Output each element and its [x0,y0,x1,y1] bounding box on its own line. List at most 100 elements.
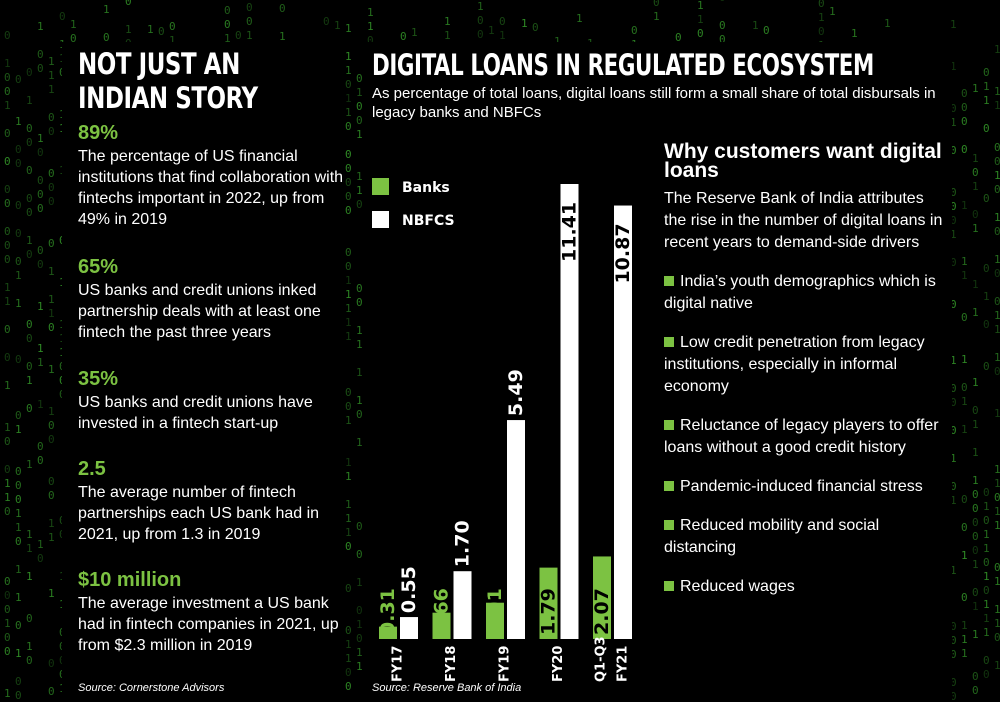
legend-swatch-nbfcs [372,211,389,228]
svg-text:1: 1 [224,32,231,45]
svg-text:1: 1 [356,170,363,183]
legend-label: NBFCS [402,213,455,229]
bullet-square-icon [664,276,674,286]
svg-text:0: 0 [631,24,638,37]
svg-text:0: 0 [26,66,33,79]
svg-text:0: 0 [4,183,11,196]
bar-nbfcs [400,617,418,639]
stat-text: The average number of fintech partnershi… [78,484,320,543]
svg-text:1: 1 [246,29,253,42]
svg-text:1: 1 [994,169,1000,182]
svg-text:1: 1 [345,302,352,315]
data-label: 5.49 [505,369,527,416]
svg-text:0: 0 [983,584,990,597]
svg-text:1: 1 [345,512,352,525]
svg-text:0: 0 [983,192,990,205]
svg-text:0: 0 [719,0,726,4]
svg-text:0: 0 [345,260,352,273]
svg-text:1: 1 [279,30,286,43]
svg-text:0: 0 [345,148,352,161]
svg-text:1: 1 [4,421,11,434]
svg-text:0: 0 [983,318,990,331]
svg-text:1: 1 [972,82,979,95]
stat-text: US banks and credit unions have invested… [78,394,313,432]
svg-text:0: 0 [15,689,22,702]
bar-nbfcs [453,571,472,639]
svg-text:0: 0 [26,122,33,135]
svg-text:1: 1 [356,366,363,379]
svg-text:1: 1 [411,26,418,39]
svg-text:1: 1 [972,446,979,459]
category-label: FY19 [498,646,513,682]
svg-text:0: 0 [246,15,253,28]
why-section: Why customers want digital loans The Res… [664,141,944,598]
svg-text:0: 0 [961,381,968,394]
svg-text:0: 0 [4,85,11,98]
why-item-text: India’s youth demographics which is digi… [664,273,936,312]
svg-text:0: 0 [972,404,979,417]
svg-text:0: 0 [37,258,44,271]
svg-text:0: 0 [961,311,968,324]
svg-text:1: 1 [983,80,990,93]
bar-chart: Banks NBFCS 0.31 0.55 FY17 0.66 1.70 FY18 0.91 5.… [372,178,634,682]
svg-text:1: 1 [994,253,1000,266]
svg-text:0: 0 [70,32,77,45]
svg-text:1: 1 [972,558,979,571]
svg-text:0: 0 [950,676,957,689]
svg-text:0: 0 [356,198,363,211]
svg-text:0: 0 [4,127,11,140]
svg-text:1: 1 [15,647,22,660]
svg-text:1: 1 [994,323,1000,336]
svg-text:0: 0 [675,31,682,44]
svg-text:0: 0 [961,143,968,156]
svg-text:1: 1 [356,576,363,589]
svg-text:1: 1 [972,376,979,389]
svg-text:0: 0 [15,465,22,478]
svg-text:0: 0 [37,188,44,201]
svg-text:1: 1 [26,528,33,541]
svg-text:1: 1 [972,600,979,613]
svg-text:1: 1 [356,324,363,337]
svg-text:1: 1 [499,29,506,42]
svg-text:1: 1 [48,405,55,418]
svg-text:1: 1 [961,423,968,436]
svg-text:1: 1 [4,99,11,112]
stat-value: 35% [78,368,119,390]
legend-label: Banks [402,180,450,196]
svg-text:0: 0 [4,225,11,238]
svg-text:0: 0 [961,101,968,114]
svg-text:1: 1 [950,228,957,241]
left-title: NOT JUST AN INDIAN STORY [78,47,258,115]
svg-text:0: 0 [950,690,957,702]
svg-text:0: 0 [26,206,33,219]
svg-text:0: 0 [37,202,44,215]
svg-text:0: 0 [37,244,44,257]
svg-text:1: 1 [576,12,583,25]
data-label: 1.79 [538,588,560,635]
svg-text:0: 0 [4,603,11,616]
svg-text:0: 0 [37,440,44,453]
svg-text:0: 0 [48,489,55,502]
svg-text:1: 1 [37,538,44,551]
svg-text:0: 0 [950,382,957,395]
svg-text:1: 1 [37,132,44,145]
svg-text:0: 0 [356,604,363,617]
svg-text:0: 0 [818,25,825,38]
svg-text:0: 0 [983,486,990,499]
category-label: FY17 [391,646,406,682]
data-label: 2.07 [591,588,613,635]
svg-text:0: 0 [4,631,11,644]
svg-text:1: 1 [983,612,990,625]
svg-text:1: 1 [15,521,22,534]
svg-text:0: 0 [961,87,968,100]
svg-text:0: 0 [367,34,374,47]
svg-text:1: 1 [994,477,1000,490]
why-item: Reduced wages [664,576,944,598]
svg-text:0: 0 [48,181,55,194]
svg-text:1: 1 [554,35,561,48]
chart-title: DIGITAL LOANS IN REGULATED ECOSYSTEM [372,48,874,82]
svg-text:0: 0 [4,589,11,602]
svg-text:0: 0 [37,62,44,75]
svg-text:1: 1 [972,418,979,431]
svg-text:0: 0 [15,493,22,506]
